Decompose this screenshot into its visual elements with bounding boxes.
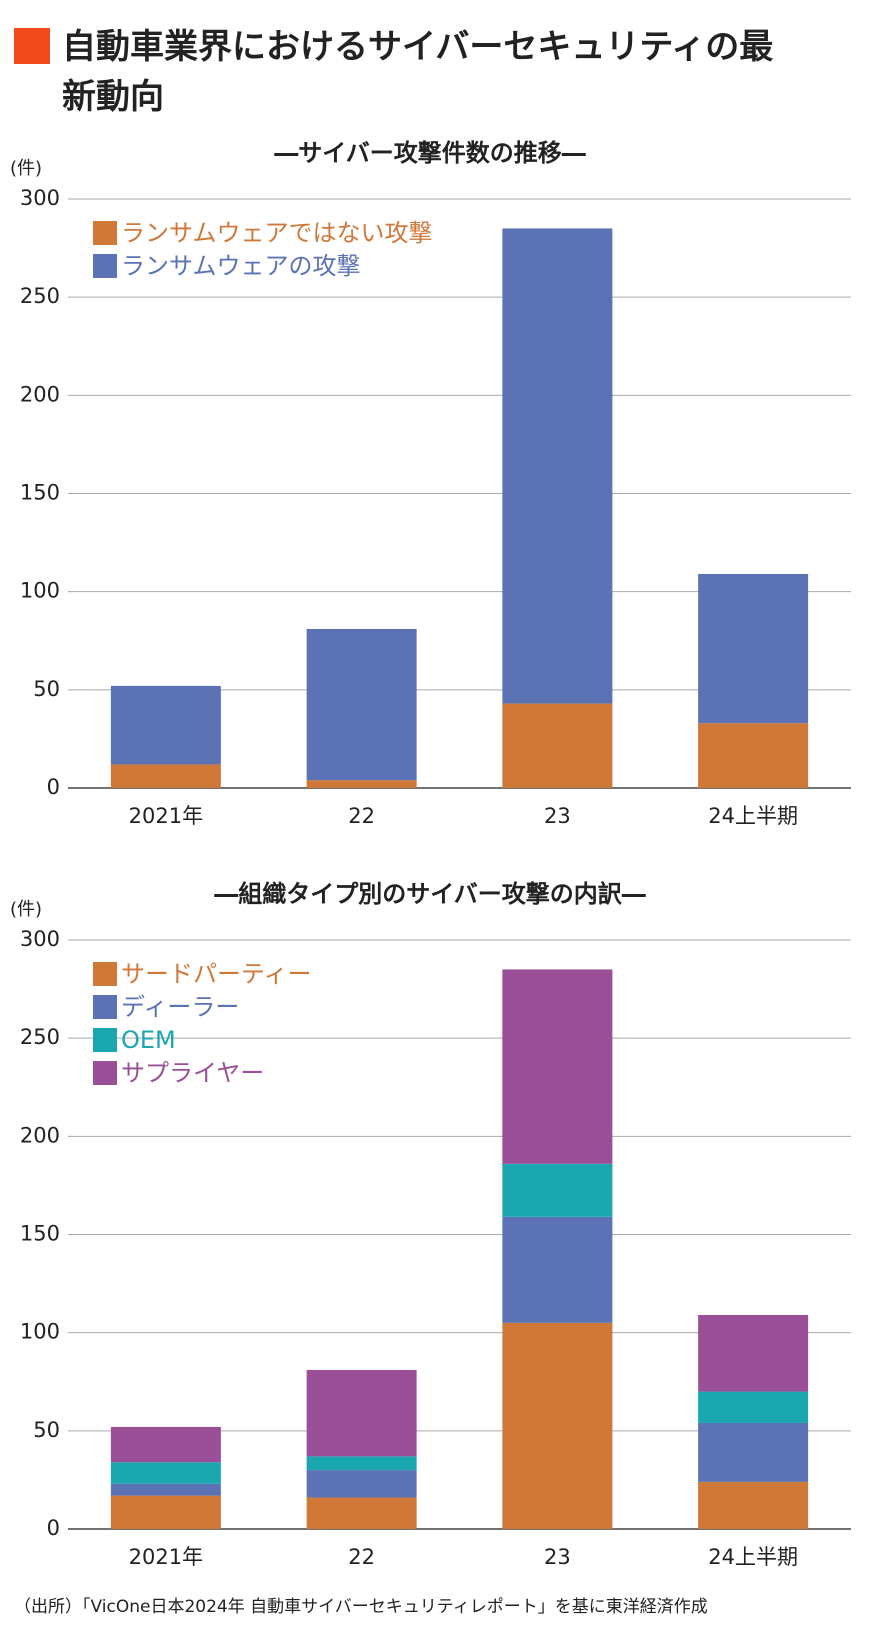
bar-segment [110,1495,221,1529]
bar-segment [698,1422,809,1482]
y-tick-label: 200 [20,382,60,406]
bar-segment [502,969,613,1164]
y-tick-label: 250 [20,284,60,308]
y-tick-label: 150 [20,1222,60,1246]
chart-title: ―組織タイプ別のサイバー攻撃の内訳― [214,880,646,908]
y-tick-label: 150 [20,481,60,505]
legend-label: サプライヤー [121,1059,264,1087]
bar-segment [698,1314,809,1392]
x-tick-label: 24上半期 [708,804,798,828]
bar-segment [698,573,809,724]
bar-segment [306,1497,417,1529]
header-marker [14,28,50,64]
y-axis-label: (件) [10,158,42,179]
y-tick-label: 0 [47,775,60,799]
x-tick-label: 22 [348,1545,375,1569]
x-tick-label: 23 [544,804,571,828]
bar-segment [502,1216,613,1323]
legend-swatch [93,221,117,245]
bar-segment [502,1163,613,1217]
bar-segment [306,1470,417,1498]
bar-segment [110,1426,221,1463]
y-tick-label: 100 [20,579,60,603]
y-tick-label: 50 [33,677,60,701]
bar-segment [110,685,221,765]
legend-label: サードパーティー [121,960,312,988]
legend-swatch [93,995,117,1019]
bar-segment [502,703,613,788]
legend-label: ランサムウェアではない攻撃 [121,219,433,247]
chart-title: ―サイバー攻撃件数の推移― [274,139,586,167]
legend-label: ディーラー [121,993,239,1021]
legend-label: OEM [121,1026,176,1054]
x-tick-label: 2021年 [129,804,203,828]
bar-segment [306,780,417,788]
y-tick-label: 250 [20,1025,60,1049]
bar-segment [110,1483,221,1496]
legend-label: ランサムウェアの攻撃 [121,252,361,280]
bar-segment [306,628,417,781]
bar-segment [698,1481,809,1529]
source-note: （出所）「VicOne日本2024年 自動車サイバーセキュリティレポート」を基に… [14,1597,708,1617]
y-tick-label: 100 [20,1320,60,1344]
y-tick-label: 50 [33,1418,60,1442]
bar-segment [306,1456,417,1471]
bar-segment [110,764,221,788]
y-tick-label: 0 [47,1516,60,1540]
bar-segment [110,1462,221,1484]
bar-segment [502,1322,613,1529]
y-tick-label: 300 [20,927,60,951]
bar-segment [306,1369,417,1457]
header: 自動車業界におけるサイバーセキュリティの最新動向 [14,22,814,122]
bar-segment [698,1391,809,1423]
legend-swatch [93,254,117,278]
x-tick-label: 24上半期 [708,1545,798,1569]
y-tick-label: 200 [20,1123,60,1147]
legend-swatch [93,1061,117,1085]
legend-swatch [93,962,117,986]
y-tick-label: 300 [20,186,60,210]
x-tick-label: 2021年 [129,1545,203,1569]
legend-swatch [93,1028,117,1052]
bar-segment [502,228,613,704]
x-tick-label: 22 [348,804,375,828]
page-title: 自動車業界におけるサイバーセキュリティの最新動向 [62,27,774,117]
x-tick-label: 23 [544,1545,571,1569]
y-axis-label: (件) [10,899,42,920]
bar-segment [698,723,809,788]
